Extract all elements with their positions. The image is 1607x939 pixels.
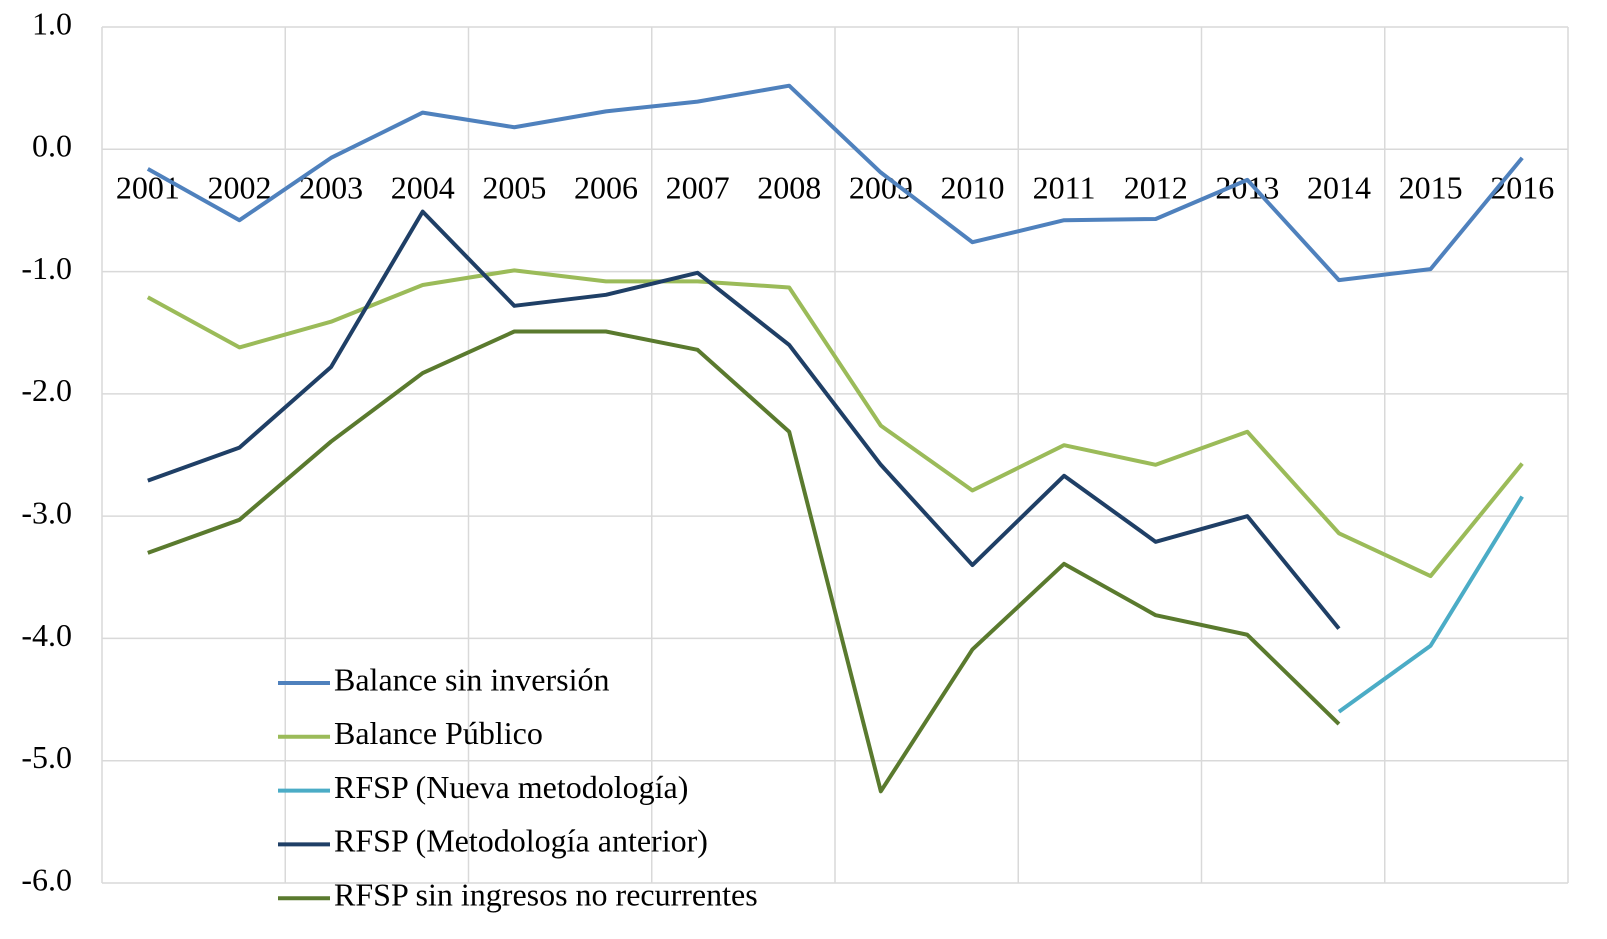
x-tick-label: 2012 <box>1124 170 1188 206</box>
series-line <box>147 209 1341 630</box>
x-tick-label: 2010 <box>940 170 1004 206</box>
legend-label: RFSP (Nueva metodología) <box>334 769 688 805</box>
x-tick-label: 2015 <box>1399 170 1463 206</box>
x-tick-label: 2003 <box>299 170 363 206</box>
y-tick-label: -1.0 <box>21 250 72 286</box>
x-tick-label: 2011 <box>1033 170 1096 206</box>
series-line <box>146 83 1524 283</box>
legend-label: Balance Público <box>334 715 543 751</box>
x-tick-label: 2008 <box>757 170 821 206</box>
x-tick-label: 2002 <box>207 170 271 206</box>
x-tick-label: 2014 <box>1307 170 1371 206</box>
series-line <box>146 268 1524 579</box>
y-tick-label: -5.0 <box>21 739 72 775</box>
y-tick-label: 1.0 <box>32 5 72 41</box>
x-tick-label: 2007 <box>666 170 730 206</box>
x-tick-label: 2001 <box>116 170 180 206</box>
y-tick-label: -2.0 <box>21 372 72 408</box>
y-tick-label: -3.0 <box>21 494 72 530</box>
y-tick-label: -6.0 <box>21 861 72 897</box>
x-tick-label: 2016 <box>1490 170 1554 206</box>
legend-label: RFSP sin ingresos no recurrentes <box>334 877 758 913</box>
series-line <box>147 329 1341 794</box>
y-tick-label: 0.0 <box>32 128 72 164</box>
x-tick-label: 2006 <box>574 170 638 206</box>
y-tick-label: -4.0 <box>21 617 72 653</box>
x-tick-label: 2005 <box>482 170 546 206</box>
series-line <box>1337 495 1524 714</box>
legend-label: RFSP (Metodología anterior) <box>334 823 708 859</box>
x-tick-label: 2004 <box>391 170 455 206</box>
legend-label: Balance sin inversión <box>334 661 609 697</box>
